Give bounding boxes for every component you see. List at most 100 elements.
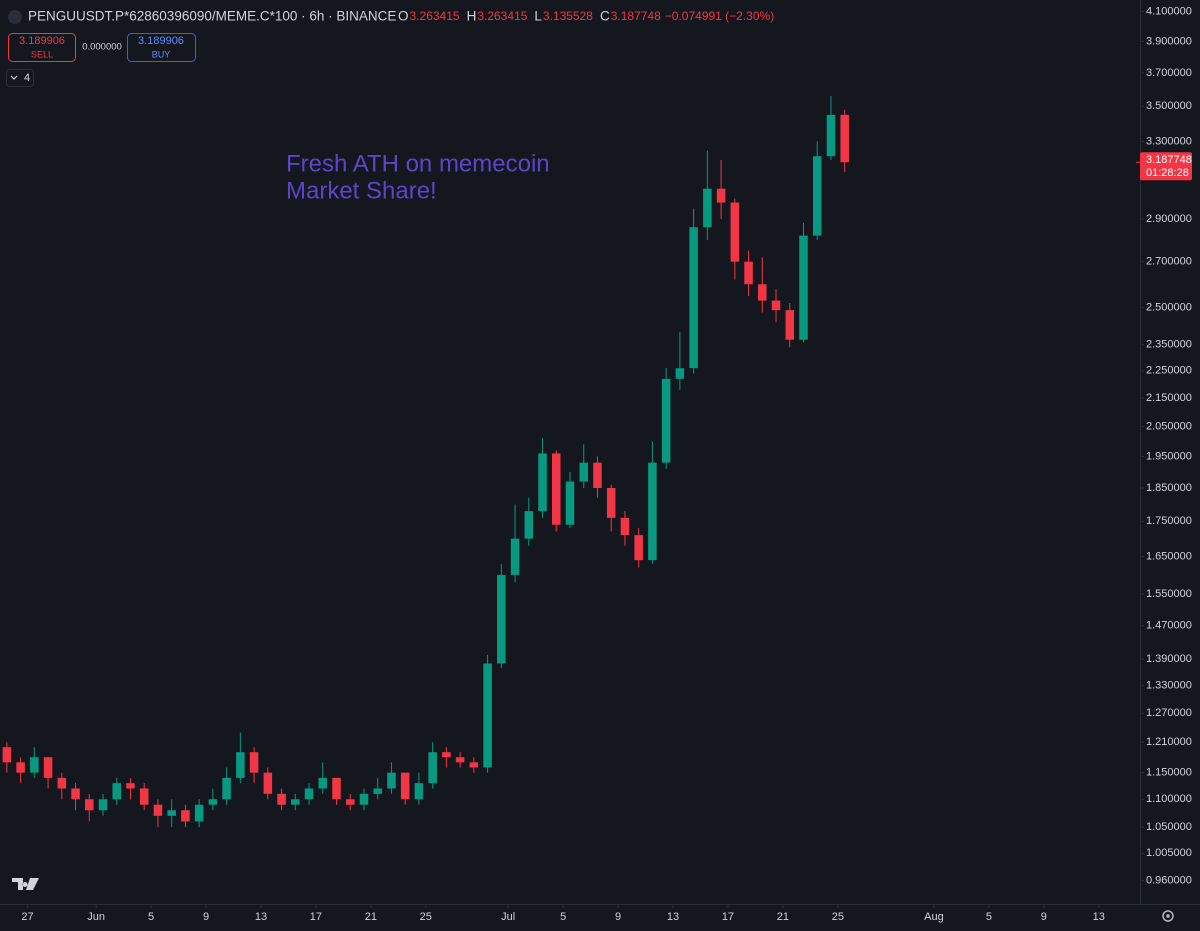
candle-body [552, 453, 561, 525]
candle-body [57, 777, 67, 789]
candle-body [524, 511, 534, 539]
candle-body [345, 799, 355, 805]
y-tick-label: 3.900000 [1146, 35, 1192, 47]
legend-high-label: H [467, 9, 477, 24]
candle-body [277, 793, 286, 805]
overlay: PENGUUSDT.P*62860396090/MEME.C*100 · 6h … [6, 9, 1192, 922]
x-tick-label: 17 [722, 911, 734, 923]
indicators-toggle[interactable] [6, 69, 34, 87]
x-tick-label: Jun [87, 911, 105, 923]
legend-change: −0.074991 (−2.30%) [665, 9, 774, 23]
y-tick-label: 2.700000 [1146, 256, 1192, 268]
candle-body [730, 202, 740, 262]
candle-body [332, 777, 341, 800]
buy-price: 3.189906 [138, 35, 184, 47]
x-tick-label: 9 [1041, 911, 1047, 923]
candle-body [236, 752, 245, 778]
y-tick-label: 1.950000 [1146, 450, 1192, 462]
candle-body [606, 488, 616, 518]
y-tick-label: 1.850000 [1146, 482, 1192, 494]
y-tick-label: 2.050000 [1146, 420, 1192, 432]
x-tick-label: 17 [310, 911, 322, 923]
y-tick-label: 2.350000 [1146, 339, 1192, 351]
buy-label: BUY [152, 49, 171, 59]
y-tick-label: 2.900000 [1146, 213, 1192, 225]
candle-body [579, 462, 588, 482]
last-price-box [1140, 152, 1192, 181]
sell-button[interactable] [8, 33, 76, 62]
candle-body [263, 772, 273, 794]
candle-body [414, 783, 424, 800]
candle-body [565, 481, 575, 525]
legend-open-label: O [398, 9, 409, 24]
candle-body [30, 757, 39, 773]
y-tick-label: 1.100000 [1146, 793, 1192, 805]
x-tick-label: 13 [255, 911, 267, 923]
candle-body [139, 788, 149, 805]
y-tick-label: 1.750000 [1146, 515, 1192, 527]
y-tick-label: 1.330000 [1146, 679, 1192, 691]
y-tick-label: 1.550000 [1146, 588, 1192, 600]
candle-body [675, 368, 685, 379]
x-tick-label: 9 [615, 911, 621, 923]
candle-body [428, 752, 437, 784]
candle-body [716, 188, 726, 203]
candle-body [98, 799, 108, 811]
x-tick-label: Jul [501, 911, 515, 923]
candle-body [400, 772, 410, 800]
x-tick-label: 25 [832, 911, 844, 923]
x-tick-label: 5 [560, 911, 566, 923]
buy-button[interactable] [127, 33, 196, 62]
candle-body [455, 757, 465, 763]
last-price-label: 3.187748 [1146, 154, 1192, 166]
candle-body [771, 300, 781, 311]
candle-body [799, 235, 808, 340]
y-tick-label: 2.500000 [1146, 302, 1192, 314]
y-tick-label: 3.300000 [1146, 135, 1192, 147]
y-tick-label: 3.700000 [1146, 67, 1192, 79]
candle-body [222, 777, 231, 800]
x-tick-label: 13 [1093, 911, 1105, 923]
settings-icon[interactable] [1162, 910, 1174, 922]
candle-body [112, 783, 122, 800]
y-tick-label: 4.100000 [1146, 5, 1192, 17]
chevron-icon [10, 75, 18, 80]
candle-body [359, 793, 369, 805]
candle-body [758, 284, 767, 301]
candle-body [387, 772, 396, 789]
x-tick-label: Aug [924, 911, 944, 923]
x-tick-label: 21 [365, 911, 377, 923]
legend-low-label: L [534, 9, 542, 24]
candle-body [661, 378, 671, 463]
x-tick-label: 21 [777, 911, 789, 923]
y-tick-label: 1.005000 [1146, 847, 1192, 859]
y-tick-label: 1.150000 [1146, 767, 1192, 779]
candle-body [812, 156, 822, 236]
candle-body [85, 799, 94, 811]
candle-body [167, 810, 176, 816]
candle-body [181, 810, 190, 822]
candle-body [469, 762, 479, 768]
settings-icon-center [1166, 914, 1170, 918]
candle-body [194, 804, 204, 822]
y-tick-label: 3.500000 [1146, 100, 1192, 112]
candle-body [538, 453, 547, 512]
x-tick-label: 25 [420, 911, 432, 923]
candle-body [2, 747, 12, 763]
legend-open-value: 3.263415 [410, 9, 460, 23]
candle-body [620, 517, 630, 536]
candle-body [153, 804, 163, 816]
countdown: 01:28:28 [1146, 167, 1189, 179]
candle-body [648, 462, 657, 561]
legend-high-value: 3.263415 [477, 9, 527, 23]
candle-body [249, 752, 259, 773]
candle-body [744, 261, 753, 285]
candle-body [703, 188, 712, 228]
symbol: PENGUUSDT.P*62860396090/MEME.C*100 · 6h … [28, 9, 396, 24]
x-tick-label: 27 [21, 911, 33, 923]
candle-body [689, 227, 698, 369]
candle-body [291, 799, 300, 805]
sell-price: 3.189906 [19, 35, 65, 47]
indicator-count: 4 [24, 72, 30, 84]
sell-label: SELL [31, 49, 53, 59]
